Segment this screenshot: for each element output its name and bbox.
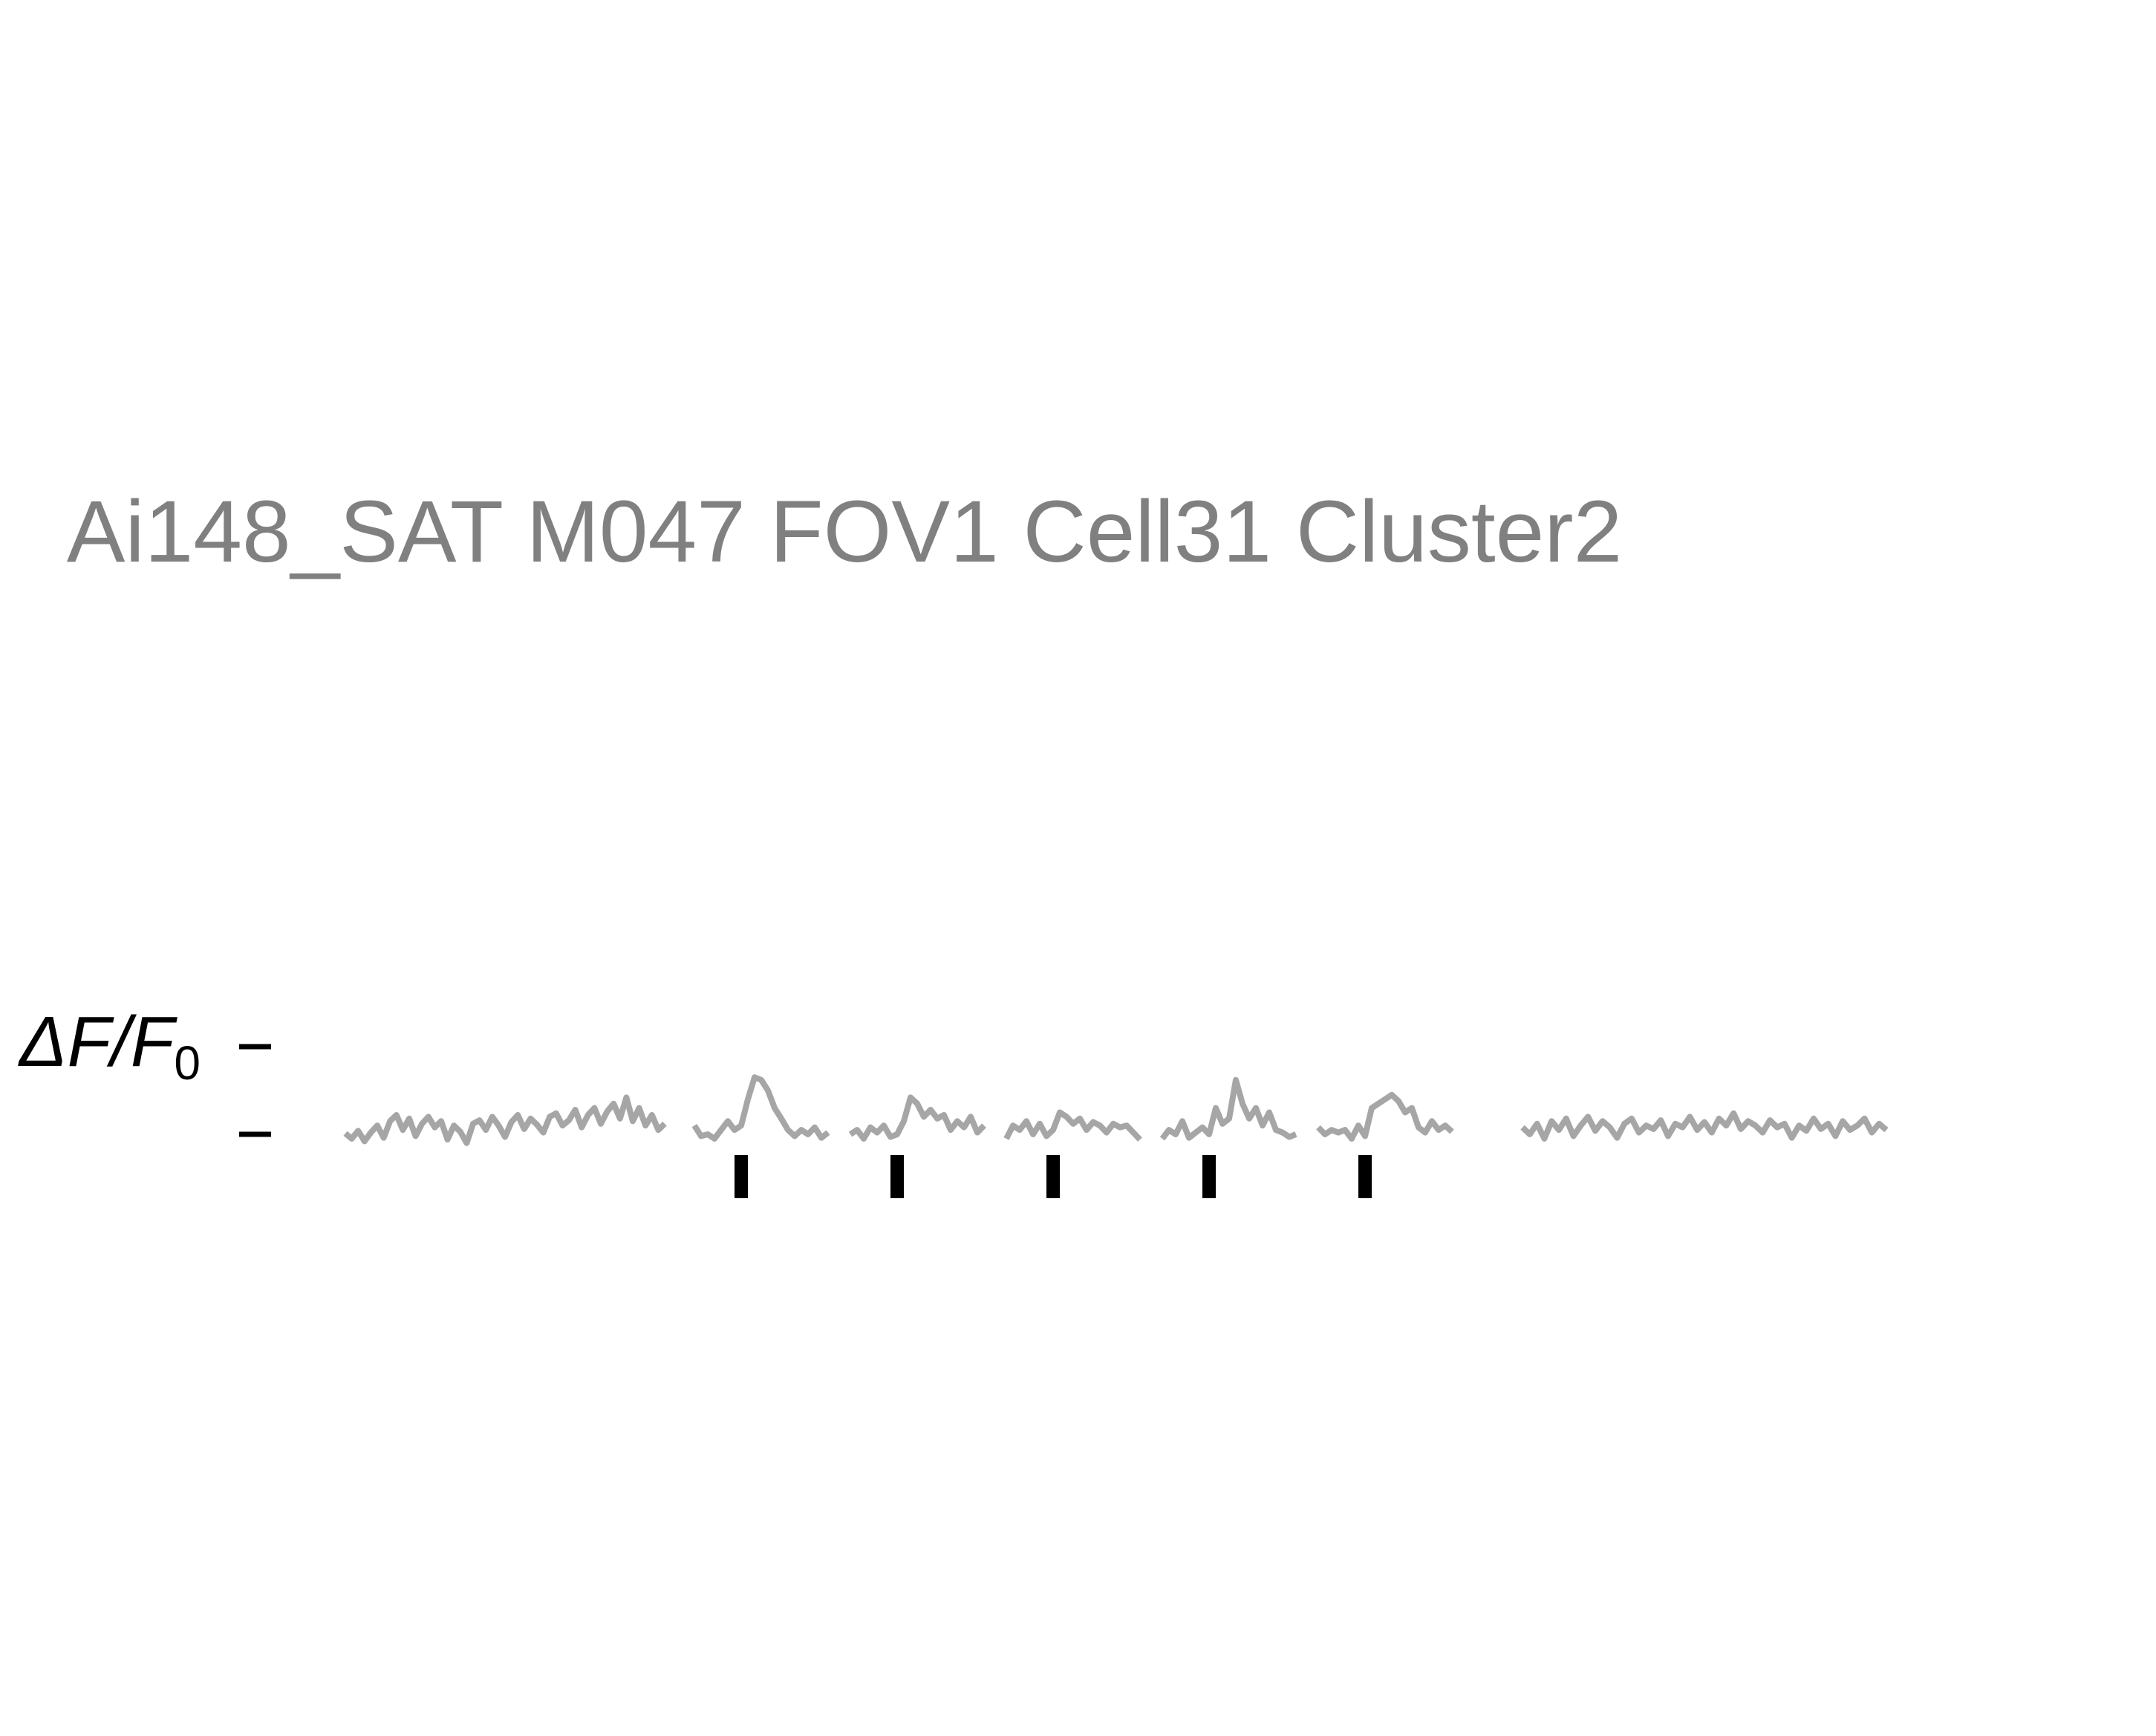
scale-bar-label: ΔF/F0 (18, 1002, 201, 1090)
scale-bar-label-subscript: 0 (174, 1036, 201, 1090)
trace-trial-1 (691, 1074, 830, 1142)
stim-marker-3 (1046, 1155, 1060, 1198)
stim-marker-4 (1202, 1155, 1216, 1198)
trace-group (343, 1074, 1889, 1146)
trace-baseline-post (1520, 1110, 1889, 1142)
stim-marker-5 (1358, 1155, 1372, 1198)
scale-bar: ΔF/F0 (18, 1002, 271, 1137)
stim-marker-2 (890, 1155, 904, 1198)
trace-trial-3 (1003, 1109, 1142, 1142)
stim-marker-1 (735, 1155, 748, 1198)
stim-marker-group (735, 1155, 1372, 1198)
trace-trial-4 (1159, 1076, 1297, 1141)
trace-baseline-pre (343, 1094, 667, 1146)
trace-trial-2 (848, 1094, 986, 1142)
scale-bar-label-main: ΔF/F (18, 1002, 178, 1082)
trace-trial-5 (1316, 1091, 1454, 1142)
chart-title: Ai148_SAT M047 FOV1 Cell31 Cluster2 (67, 483, 1622, 581)
